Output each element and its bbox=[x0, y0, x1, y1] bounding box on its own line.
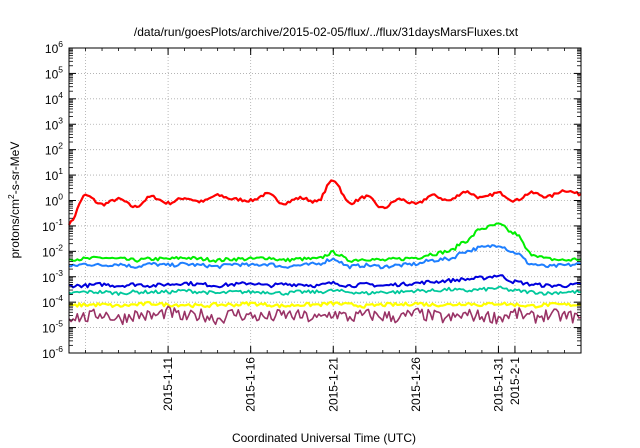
y-tick-exponent: 6 bbox=[58, 39, 63, 49]
series-line-2 bbox=[68, 222, 582, 263]
y-tick-base: 10 bbox=[45, 42, 59, 56]
y-tick-label: 101 bbox=[45, 166, 63, 183]
y-tick-exponent: -3 bbox=[55, 268, 63, 278]
series-line-5 bbox=[68, 285, 582, 296]
y-axis-label-sup: 2 bbox=[6, 194, 16, 199]
y-tick-exponent: 1 bbox=[58, 166, 63, 176]
x-tick-label: 2015-1-16 bbox=[244, 357, 258, 412]
series-line-3 bbox=[68, 244, 582, 270]
y-axis-label: protons/cm2-s-sr-MeV bbox=[6, 142, 22, 259]
y-tick-base: 10 bbox=[45, 144, 59, 158]
y-tick-label: 100 bbox=[45, 192, 63, 209]
x-tick-label: 2015-2-1 bbox=[508, 357, 522, 405]
y-axis-label-base: protons/cm bbox=[8, 199, 22, 258]
y-tick-label: 102 bbox=[45, 141, 63, 158]
x-axis-label: Coordinated Universal Time (UTC) bbox=[232, 431, 416, 445]
y-tick-label: 10-6 bbox=[42, 344, 63, 361]
series-line-1 bbox=[68, 179, 582, 226]
y-tick-base: 10 bbox=[42, 296, 56, 310]
y-tick-base: 10 bbox=[42, 220, 56, 234]
y-tick-exponent: 2 bbox=[58, 141, 63, 151]
y-tick-label: 10-5 bbox=[42, 319, 63, 336]
y-tick-label: 10-3 bbox=[42, 268, 63, 285]
y-tick-exponent: -5 bbox=[55, 319, 63, 329]
y-tick-exponent: 3 bbox=[58, 115, 63, 125]
y-tick-base: 10 bbox=[45, 118, 59, 132]
y-tick-base: 10 bbox=[45, 195, 59, 209]
x-tick-label: 2015-1-21 bbox=[326, 357, 340, 412]
y-tick-exponent: 0 bbox=[58, 192, 63, 202]
y-tick-label: 10-2 bbox=[42, 242, 63, 259]
y-tick-label: 105 bbox=[45, 64, 63, 81]
y-tick-exponent: 5 bbox=[58, 64, 63, 74]
y-tick-exponent: 4 bbox=[58, 90, 63, 100]
y-tick-base: 10 bbox=[42, 347, 56, 361]
y-tick-base: 10 bbox=[45, 169, 59, 183]
x-axis: 2015-1-11 2015-1-16 2015-1-21 2015-1-26 2015… bbox=[68, 48, 582, 412]
chart-title: /data/run/goesPlots/archive/2015-02-05/f… bbox=[134, 25, 519, 39]
x-tick-label: 2015-1-26 bbox=[409, 357, 423, 412]
y-tick-label: 10-1 bbox=[42, 217, 63, 234]
x-tick-label: 2015-1-11 bbox=[161, 357, 175, 411]
series-lines bbox=[68, 179, 582, 326]
y-tick-label: 104 bbox=[45, 90, 63, 107]
y-tick-base: 10 bbox=[45, 93, 59, 107]
grid-lines bbox=[69, 48, 581, 353]
y-axis-label-rest: -s-sr-MeV bbox=[8, 142, 22, 195]
y-tick-exponent: -4 bbox=[55, 293, 63, 303]
y-tick-exponent: -1 bbox=[55, 217, 63, 227]
series-line-4 bbox=[68, 274, 582, 289]
series-line-6 bbox=[68, 300, 582, 309]
y-axis: 10-610-510-410-310-210-11001011021031041… bbox=[42, 39, 581, 361]
series-line-7 bbox=[68, 305, 582, 326]
y-tick-exponent: -2 bbox=[55, 242, 63, 252]
y-tick-base: 10 bbox=[45, 67, 59, 81]
y-tick-exponent: -6 bbox=[55, 344, 63, 354]
y-tick-label: 103 bbox=[45, 115, 63, 132]
x-tick-label: 2015-1-31 bbox=[491, 357, 505, 412]
y-tick-base: 10 bbox=[42, 271, 56, 285]
y-tick-base: 10 bbox=[42, 245, 56, 259]
y-tick-base: 10 bbox=[42, 322, 56, 336]
y-tick-label: 106 bbox=[45, 39, 63, 56]
y-tick-label: 10-4 bbox=[42, 293, 63, 310]
